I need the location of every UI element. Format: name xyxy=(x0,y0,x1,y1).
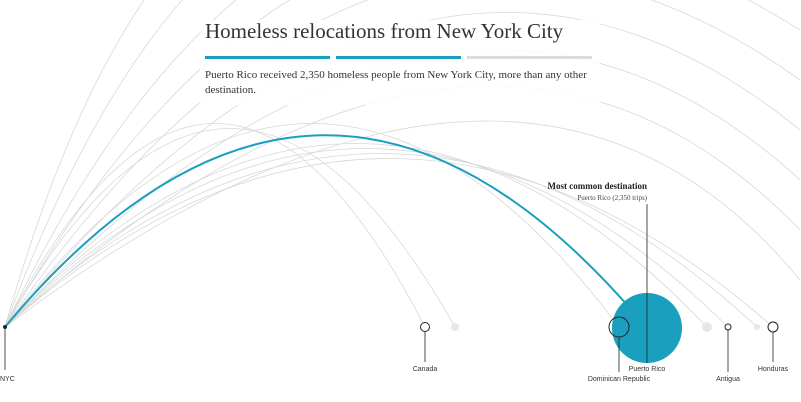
title: Homeless relocations from New York City xyxy=(205,19,564,43)
canada-circle xyxy=(420,322,430,332)
nyc-dot xyxy=(3,325,7,329)
honduras-circle xyxy=(767,321,779,333)
dot xyxy=(702,322,712,332)
destination-label: Antigua xyxy=(716,376,740,383)
origin-label: NYC xyxy=(0,376,15,383)
main-arc xyxy=(4,134,648,329)
destination-label: Honduras xyxy=(758,366,789,373)
antigua-circle xyxy=(724,323,732,331)
leaders xyxy=(4,204,774,372)
dot xyxy=(451,323,459,331)
destination-label: Puerto Rico xyxy=(629,366,666,373)
header-backdrop xyxy=(200,20,600,105)
rule xyxy=(467,56,592,59)
subtitle-box: Puerto Rico received 2,350 homeless peop… xyxy=(205,69,587,96)
destination-label: Dominican Republic xyxy=(588,376,651,383)
destination-label: Canada xyxy=(413,366,438,373)
subtitle: Puerto Rico received 2,350 homeless peop… xyxy=(205,69,587,96)
rule xyxy=(336,56,461,59)
dot xyxy=(754,324,760,330)
rule xyxy=(205,56,330,59)
annotation-text: Puerto Rico (2,350 trips) xyxy=(577,194,647,202)
background-arcs xyxy=(4,0,801,328)
annotation-heading: Most common destination xyxy=(548,181,648,191)
